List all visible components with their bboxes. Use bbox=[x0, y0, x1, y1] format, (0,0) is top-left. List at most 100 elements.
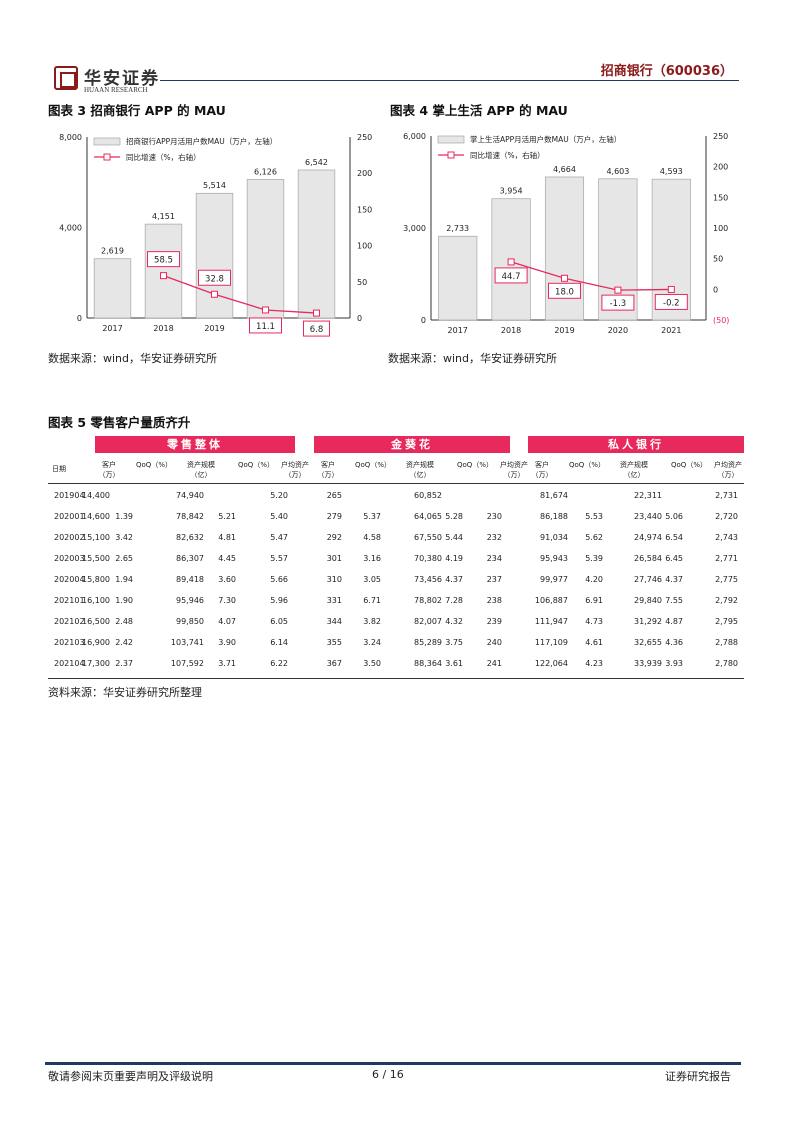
logo-english-name: HUAAN RESEARCH bbox=[84, 86, 148, 94]
cell-value: 4.20 bbox=[585, 575, 603, 584]
cell-value: 6.05 bbox=[270, 617, 288, 626]
x-tick-label: 2019 bbox=[554, 326, 574, 335]
chart-life-app-mau: 0 3,000 6,000 (50) 0 50 100 150 200 250 2,733 2017 3… bbox=[403, 132, 729, 335]
cell-value: 4.37 bbox=[445, 575, 463, 584]
column-header-line: 资产规模 bbox=[620, 461, 648, 469]
cell-date: 202103 bbox=[54, 638, 85, 647]
column-header-date: 日期 bbox=[52, 465, 66, 473]
x-tick-label: 2018 bbox=[501, 326, 521, 335]
cell-value: 2,792 bbox=[715, 596, 738, 605]
column-header-line: （万） bbox=[98, 471, 120, 479]
right-tick-label: (50) bbox=[713, 316, 729, 325]
figure-3-title: 图表 3 招商银行 APP 的 MAU bbox=[48, 103, 226, 118]
cell-value: 6.71 bbox=[363, 596, 381, 605]
column-header: QoQ（%） bbox=[134, 460, 174, 470]
left-tick-label: 3,000 bbox=[403, 224, 426, 233]
column-header: QoQ（%） bbox=[455, 460, 495, 470]
cell-value: 5.44 bbox=[445, 533, 463, 542]
growth-label-box bbox=[303, 320, 330, 337]
column-header: 资产规模 （亿） bbox=[400, 460, 440, 480]
cell-value: 78,842 bbox=[176, 512, 204, 521]
column-header-line: QoQ（%） bbox=[238, 461, 274, 469]
cell-value: 2,775 bbox=[715, 575, 738, 584]
column-header-line: 户均资产 bbox=[714, 461, 742, 469]
cell-value: 122,064 bbox=[534, 659, 568, 668]
cell-value: 5.47 bbox=[270, 533, 288, 542]
column-header: 客户 （万） bbox=[522, 460, 562, 480]
cell-value: 111,947 bbox=[534, 617, 568, 626]
right-tick-label: 150 bbox=[357, 205, 372, 214]
legend-line-label: 同比增速（%，右轴） bbox=[470, 150, 545, 160]
cell-value: 5.06 bbox=[665, 512, 683, 521]
legend-bar-label: 招商银行APP月活用户数MAU（万户，左轴） bbox=[126, 136, 277, 146]
logo-chinese-name: 华安证券 bbox=[84, 69, 160, 89]
cell-date: 202102 bbox=[54, 617, 85, 626]
cell-value: 99,850 bbox=[176, 617, 204, 626]
left-tick-label: 0 bbox=[77, 314, 82, 323]
bar-value-label: 4,603 bbox=[606, 167, 629, 176]
cell-value: 3.90 bbox=[218, 638, 236, 647]
cell-value: 95,943 bbox=[540, 554, 568, 563]
right-tick-label: 150 bbox=[713, 193, 728, 202]
cell-value: 3.42 bbox=[115, 533, 133, 542]
bar-mau bbox=[297, 169, 336, 319]
growth-value-label: 58.5 bbox=[154, 256, 173, 266]
table-row: 202003 15,500 2.65 86,307 4.45 5.57 301 3.16 70,… bbox=[48, 549, 744, 570]
column-header: 客户 （万） bbox=[308, 460, 348, 480]
cell-value: 23,440 bbox=[634, 512, 662, 521]
cell-value: 5.40 bbox=[270, 512, 288, 521]
cell-value: 24,974 bbox=[634, 533, 662, 542]
cell-value: 15,500 bbox=[82, 554, 110, 563]
growth-point bbox=[667, 285, 675, 293]
column-header-line: （万） bbox=[717, 471, 739, 479]
column-header-line: 客户 bbox=[102, 461, 116, 469]
cell-value: 86,307 bbox=[176, 554, 204, 563]
cell-value: 78,802 bbox=[414, 596, 442, 605]
growth-label-box bbox=[601, 294, 635, 311]
table-row: 202104 17,300 2.37 107,592 3.71 6.22 367 3.50 88… bbox=[48, 654, 744, 675]
cell-value: 107,592 bbox=[170, 659, 204, 668]
cell-value: 3.05 bbox=[363, 575, 381, 584]
legend-line-marker bbox=[103, 153, 111, 161]
cell-value: 6.54 bbox=[665, 533, 683, 542]
cell-value: 2,743 bbox=[715, 533, 738, 542]
cell-value: 5.96 bbox=[270, 596, 288, 605]
cell-date: 202002 bbox=[54, 533, 85, 542]
cell-value: 4.87 bbox=[665, 617, 683, 626]
cell-value: 331 bbox=[326, 596, 342, 605]
cell-value: 17,300 bbox=[82, 659, 110, 668]
cell-value: 32,655 bbox=[634, 638, 662, 647]
table-row: 202004 15,800 1.94 89,418 3.60 5.66 310 3.05 73,… bbox=[48, 570, 744, 591]
cell-value: 33,939 bbox=[634, 659, 662, 668]
right-tick-label: 100 bbox=[713, 224, 728, 233]
cell-value: 99,977 bbox=[540, 575, 568, 584]
column-header-line: （万） bbox=[503, 471, 525, 479]
growth-point bbox=[313, 309, 320, 317]
cell-value: 4.81 bbox=[218, 533, 236, 542]
cell-value: 367 bbox=[326, 659, 342, 668]
table-row: 202103 16,900 2.42 103,741 3.90 6.14 355 3.24 85… bbox=[48, 633, 744, 654]
cell-value: 241 bbox=[486, 659, 502, 668]
cell-value: 7.28 bbox=[445, 596, 463, 605]
column-header-line: QoQ（%） bbox=[355, 461, 391, 469]
column-header: QoQ（%） bbox=[353, 460, 393, 470]
left-tick-label: 0 bbox=[421, 316, 426, 325]
growth-line bbox=[510, 261, 672, 291]
cell-value: 14,600 bbox=[82, 512, 110, 521]
cell-date: 202104 bbox=[54, 659, 85, 668]
cell-value: 5.62 bbox=[585, 533, 603, 542]
page-number: 6 / 16 bbox=[372, 1068, 404, 1081]
cell-value: 279 bbox=[326, 512, 342, 521]
cell-value: 89,418 bbox=[176, 575, 204, 584]
right-tick-label: 250 bbox=[713, 132, 728, 141]
cell-value: 3.61 bbox=[445, 659, 463, 668]
column-header-line: （万） bbox=[531, 471, 553, 479]
figure-3-source: 数据来源：wind，华安证券研究所 bbox=[48, 352, 218, 365]
table-row: 202002 15,100 3.42 82,632 4.81 5.47 292 4.58 67,… bbox=[48, 528, 744, 549]
bar-value-label: 2,619 bbox=[101, 247, 124, 256]
legend-bar-swatch bbox=[437, 135, 465, 144]
cell-value: 4.73 bbox=[585, 617, 603, 626]
bar-value-label: 2,733 bbox=[446, 224, 469, 233]
growth-label-box bbox=[494, 267, 528, 284]
group-header-retail: 零售整体 bbox=[95, 436, 295, 453]
